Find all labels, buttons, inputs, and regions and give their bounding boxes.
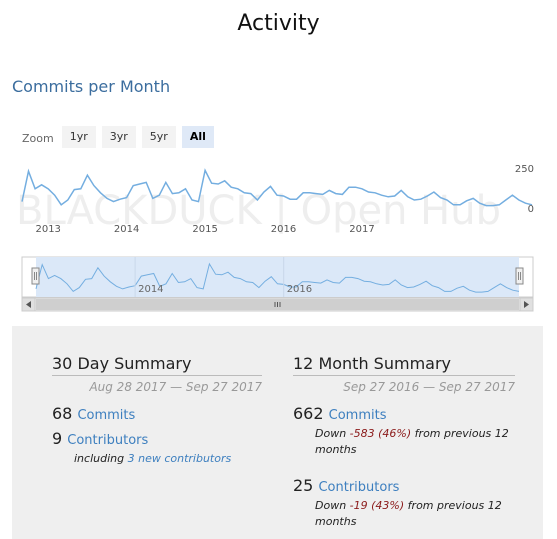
contributors-count: 9 — [52, 429, 63, 448]
summary-panel: 30 Day Summary Aug 28 2017 — Sep 27 2017… — [12, 326, 543, 539]
navigator-year-label: 2014 — [138, 284, 163, 295]
zoom-5yr-button[interactable]: 5yr — [141, 126, 176, 148]
series-line — [21, 168, 533, 207]
navigator[interactable]: 2014 2016 — [0, 256, 557, 312]
zoom-3yr-button[interactable]: 3yr — [101, 126, 136, 148]
new-contributors-note: including 3 new contributors — [74, 452, 232, 465]
navigator-left-handle[interactable] — [31, 267, 40, 285]
zoom-all-button[interactable]: All — [181, 126, 214, 148]
contributors-change-note: Down -19 (43%) from previous 12 months — [315, 499, 502, 528]
summary-30-day: 30 Day Summary Aug 28 2017 — Sep 27 2017… — [52, 354, 262, 467]
arrow-left-icon — [26, 301, 31, 308]
commits-change-note: Down -583 (46%) from previous 12 months — [315, 427, 509, 456]
commits-line-chart: BLACKDUCK | Open Hub 2013 2014 2015 2016 201… — [16, 164, 534, 235]
y-tick-label: 0 — [528, 204, 534, 215]
contributors-link-12m[interactable]: Contributors — [318, 480, 400, 495]
contributors-stat-12m: 25 Contributors — [293, 476, 515, 495]
zoom-bar: Zoom 1yr 3yr 5yr All — [22, 126, 220, 148]
navigator-right-handle[interactable] — [515, 267, 524, 285]
chart-title: Commits per Month — [12, 77, 171, 96]
summary-30-day-title: 30 Day Summary — [52, 354, 262, 376]
x-tick-label: 2015 — [192, 224, 217, 235]
zoom-label: Zoom — [22, 131, 54, 145]
contributors-stat: 9 Contributors — [52, 429, 262, 448]
navigator-selection[interactable] — [36, 257, 519, 297]
contributors-delta: -19 (43%) — [349, 499, 405, 512]
zoom-1yr-button[interactable]: 1yr — [61, 126, 96, 148]
commits-link-12m[interactable]: Commits — [328, 408, 387, 423]
x-tick-label: 2016 — [271, 224, 296, 235]
navigator-year-label: 2016 — [287, 284, 312, 295]
commits-count: 68 — [52, 404, 73, 423]
commits-count-12m: 662 — [293, 404, 324, 423]
new-contributors-link[interactable]: 3 new contributors — [127, 452, 232, 465]
x-tick-label: 2017 — [349, 224, 374, 235]
summary-12-month-title: 12 Month Summary — [293, 354, 515, 376]
summary-30-day-range: Aug 28 2017 — Sep 27 2017 — [89, 380, 262, 394]
commits-delta: -583 (46%) — [349, 427, 412, 440]
commits-stat: 68 Commits — [52, 404, 262, 423]
contributors-link[interactable]: Contributors — [67, 433, 149, 448]
y-tick-label: 250 — [515, 164, 534, 175]
watermark: BLACKDUCK | Open Hub — [16, 188, 501, 234]
page-title: Activity — [237, 11, 320, 36]
navigator-series-line — [35, 262, 520, 293]
commits-link[interactable]: Commits — [77, 408, 136, 423]
summary-12-month: 12 Month Summary Sep 27 2016 — Sep 27 20… — [293, 354, 515, 530]
arrow-right-icon — [524, 301, 529, 308]
summary-12-month-range: Sep 27 2016 — Sep 27 2017 — [343, 380, 515, 394]
x-tick-label: 2013 — [35, 224, 60, 235]
commits-stat-12m: 662 Commits — [293, 404, 515, 423]
contributors-count-12m: 25 — [293, 476, 314, 495]
x-tick-label: 2014 — [114, 224, 139, 235]
